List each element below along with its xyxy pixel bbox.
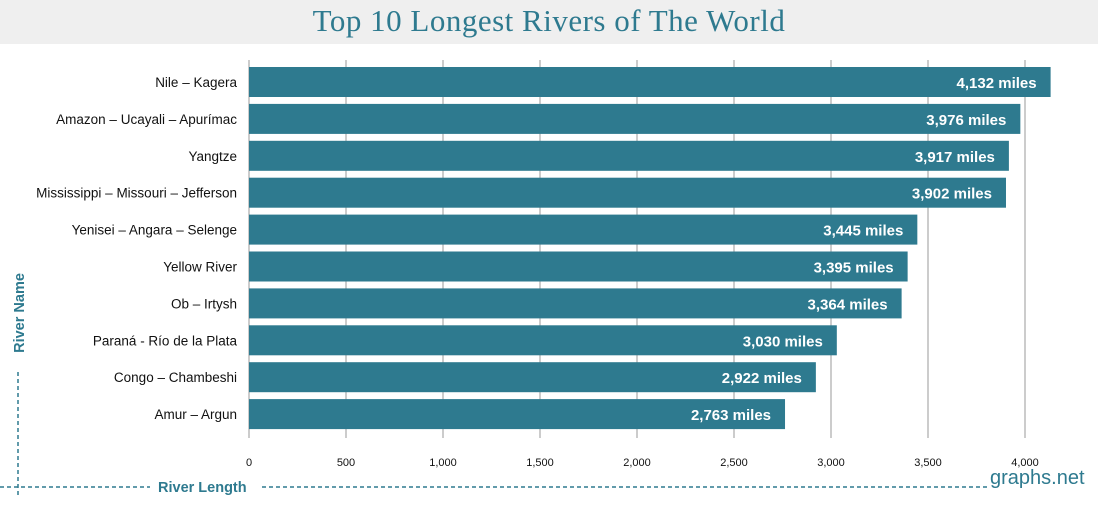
data-label: 3,445 miles <box>823 223 903 240</box>
bar <box>249 103 1021 134</box>
data-label: 2,763 miles <box>691 407 771 424</box>
title-bar <box>0 0 1098 44</box>
watermark: graphs.net <box>990 467 1085 489</box>
category-label: Yangtze <box>188 149 237 164</box>
data-label: 3,917 miles <box>915 149 995 166</box>
bar <box>249 67 1051 97</box>
category-label: Mississippi – Missouri – Jefferson <box>36 186 237 201</box>
data-label: 2,922 miles <box>722 370 802 387</box>
x-tick-label: 4,000 <box>1011 457 1039 469</box>
bar <box>249 399 786 430</box>
data-label: 3,395 miles <box>814 260 894 277</box>
x-axis-title: River Length <box>158 480 247 496</box>
bar <box>249 362 816 393</box>
category-label: Yenisei – Angara – Selenge <box>72 223 237 238</box>
chart-title: Top 10 Longest Rivers of The World <box>312 3 786 38</box>
bar <box>249 140 1009 171</box>
bar <box>249 177 1006 208</box>
x-tick-label: 2,000 <box>623 457 651 469</box>
x-tick-label: 3,000 <box>817 457 845 469</box>
data-label: 3,976 miles <box>926 112 1006 129</box>
category-label: Amazon – Ucayali – Apurímac <box>56 112 237 127</box>
x-tick-label: 500 <box>337 457 355 469</box>
data-label: 3,030 miles <box>743 333 823 350</box>
category-label: Amur – Argun <box>154 407 237 422</box>
category-label: Yellow River <box>163 260 237 275</box>
data-label: 4,132 miles <box>957 75 1037 92</box>
x-tick-label: 2,500 <box>720 457 748 469</box>
data-label: 3,902 miles <box>912 186 992 203</box>
bar <box>249 214 918 245</box>
category-label: Ob – Irtysh <box>171 296 237 311</box>
x-tick-label: 0 <box>246 457 252 469</box>
x-tick-label: 1,500 <box>526 457 554 469</box>
data-label: 3,364 miles <box>808 296 888 313</box>
bar <box>249 288 902 319</box>
bar <box>249 325 837 356</box>
category-label: Paraná - Río de la Plata <box>93 333 238 348</box>
category-label: Nile – Kagera <box>155 75 237 90</box>
bar <box>249 251 908 282</box>
category-label: Congo – Chambeshi <box>114 370 237 385</box>
y-axis-title: River Name <box>12 273 28 353</box>
x-tick-label: 3,500 <box>914 457 942 469</box>
x-tick-label: 1,000 <box>429 457 457 469</box>
